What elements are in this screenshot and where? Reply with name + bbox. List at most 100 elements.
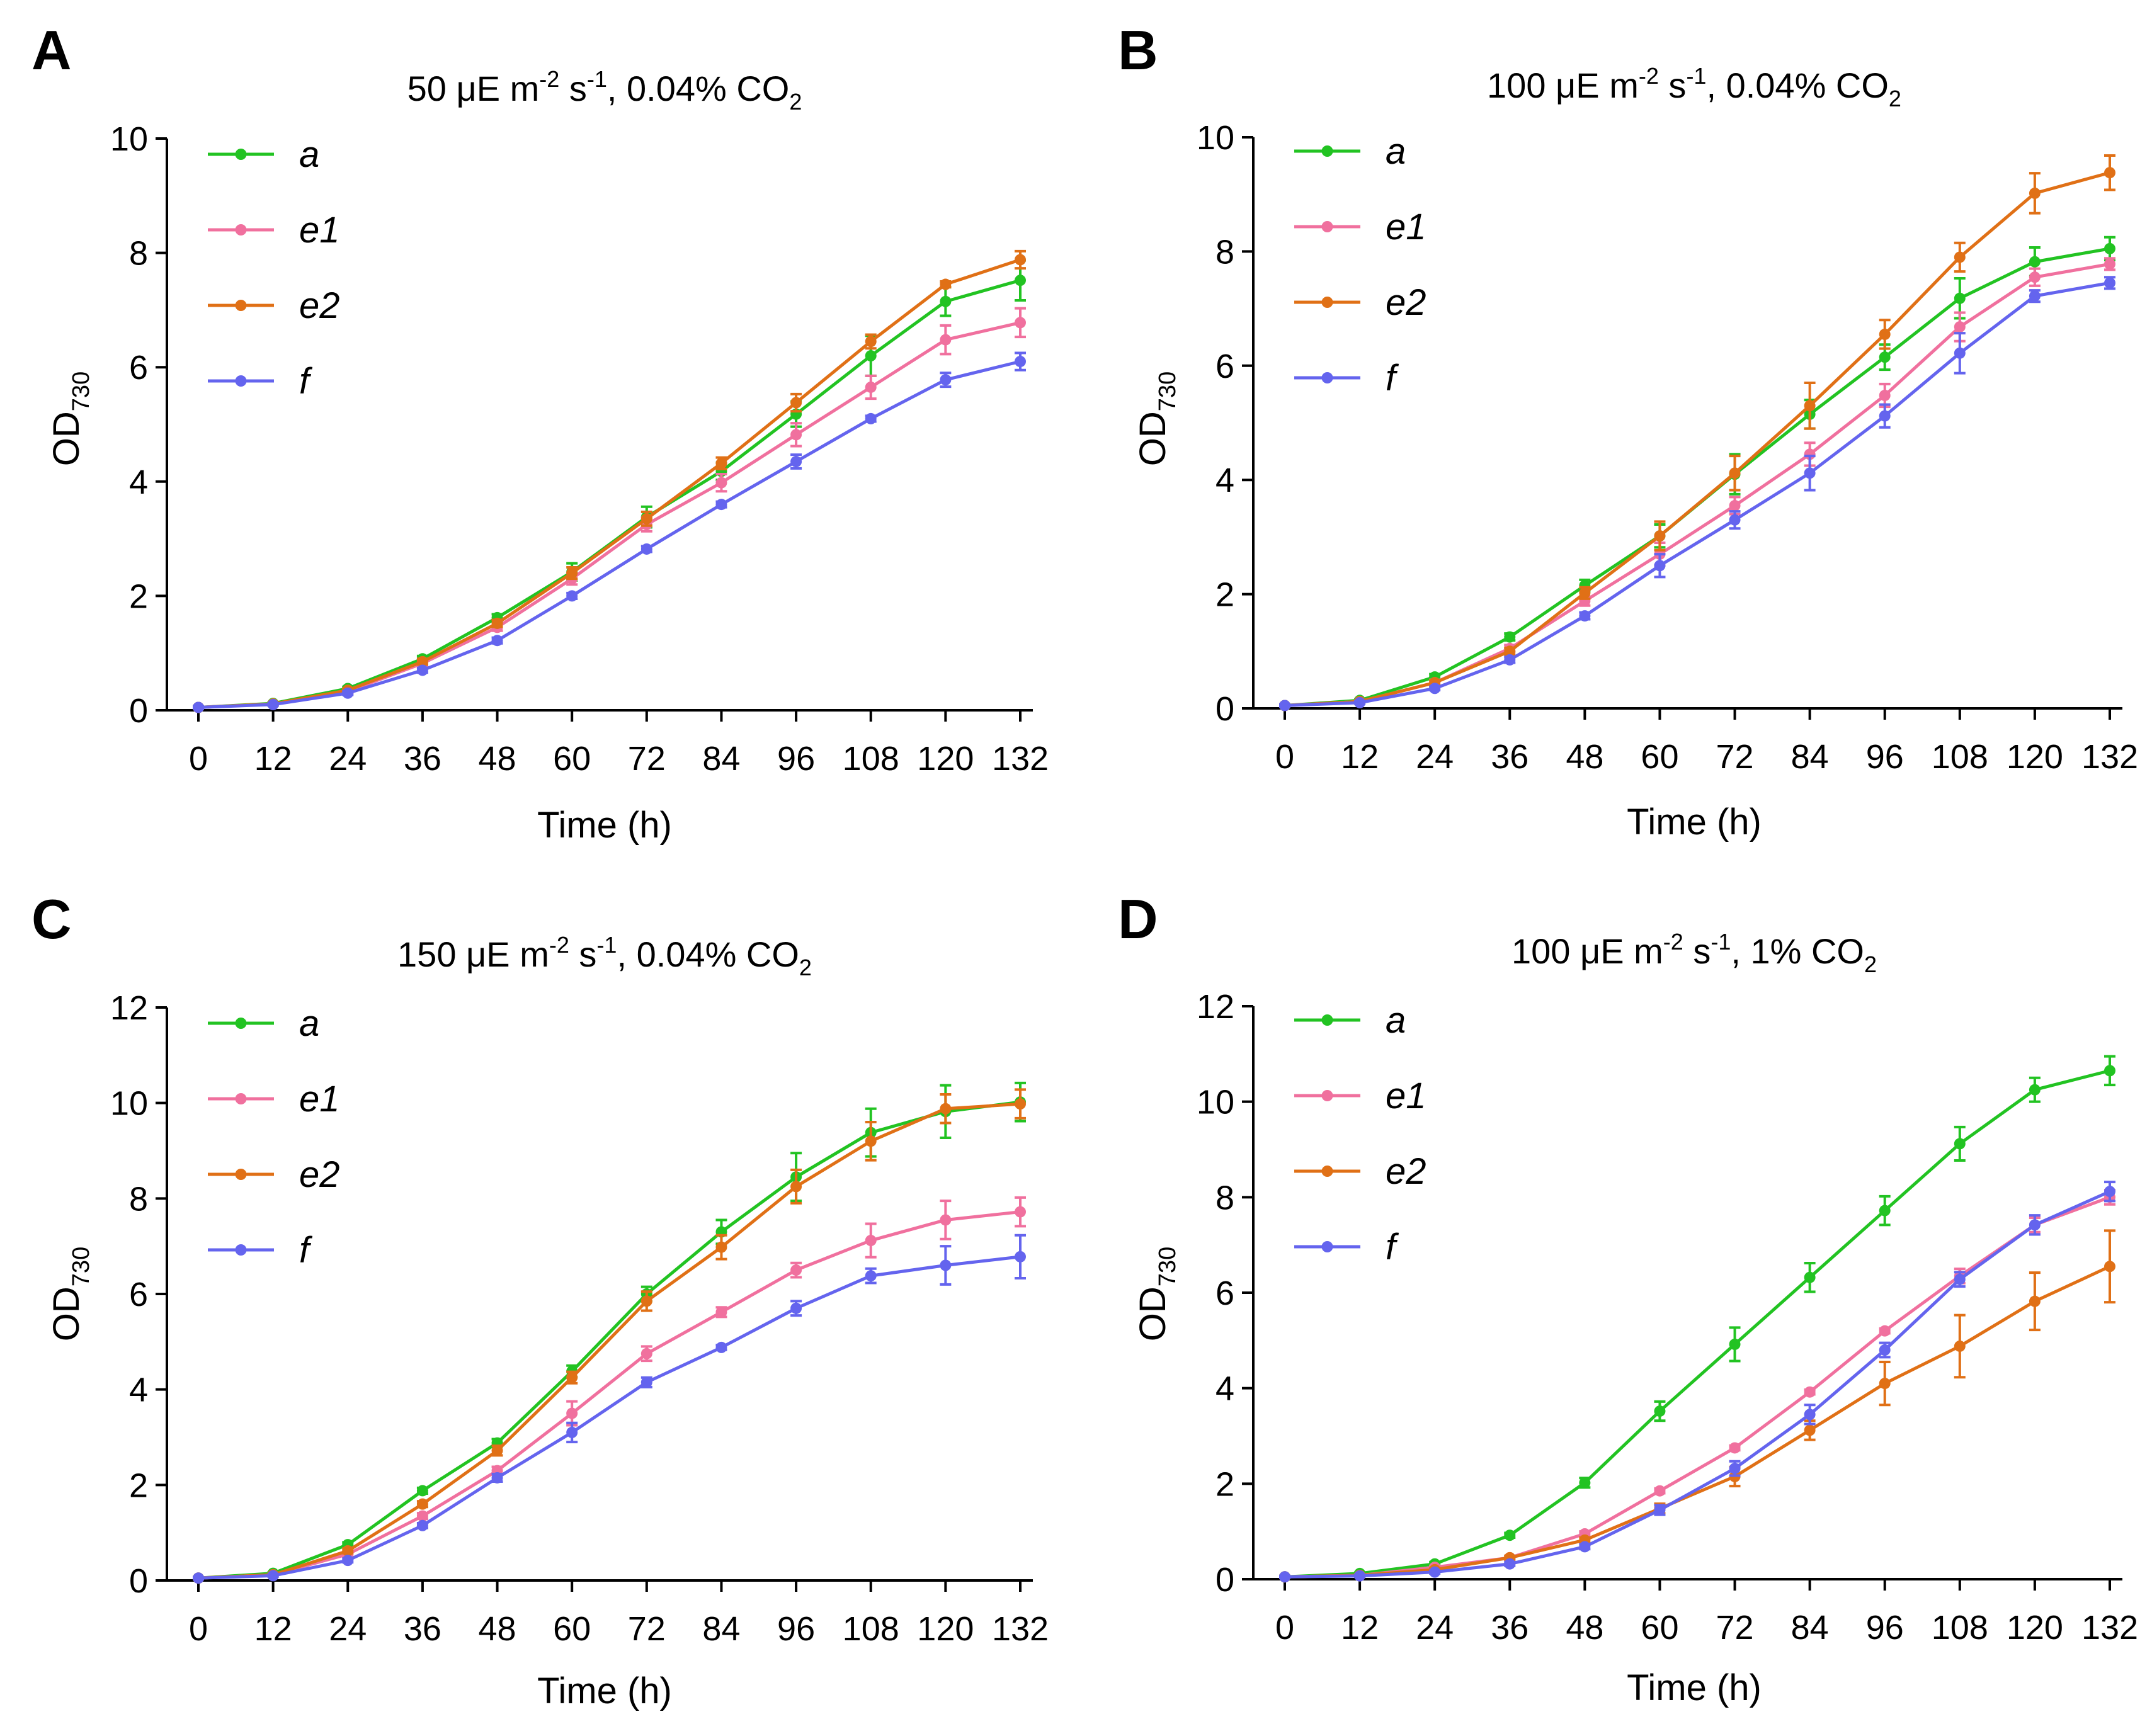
panel-d-x-tick-label: 132 xyxy=(2081,1609,2138,1647)
data-point xyxy=(715,1341,727,1353)
panel-c-x-tick-label: 12 xyxy=(254,1610,292,1648)
data-point xyxy=(640,513,652,525)
data-point xyxy=(1015,275,1026,286)
legend-label-e2: e2 xyxy=(1386,1151,1426,1192)
data-point xyxy=(1579,610,1591,622)
panel-c-series-f xyxy=(193,1234,1026,1584)
data-point xyxy=(1015,1206,1026,1218)
panel-b-y-tick-label: 0 xyxy=(1215,690,1234,728)
data-point xyxy=(2104,1065,2115,1077)
panel-d-y-tick-label: 6 xyxy=(1215,1274,1234,1312)
series-line xyxy=(198,360,1021,709)
data-point xyxy=(566,1407,578,1419)
legend-marker-e1 xyxy=(235,1093,247,1104)
panel-c-y-tick-label: 6 xyxy=(129,1276,148,1313)
data-point xyxy=(2029,1084,2041,1096)
panel-c-x-tick-label: 96 xyxy=(777,1610,815,1648)
panel-a-x-tick-label: 120 xyxy=(917,740,974,778)
panel-c-x-tick-label: 108 xyxy=(843,1610,899,1648)
legend-marker-a xyxy=(235,149,247,160)
data-point xyxy=(940,1259,952,1271)
series-line xyxy=(1284,1189,2111,1579)
data-point xyxy=(865,381,877,393)
panel-b-y-tick-label: 10 xyxy=(1197,119,1234,157)
series-line xyxy=(1284,1265,2111,1579)
panel-c-x-tick-label: 60 xyxy=(553,1610,591,1648)
data-point xyxy=(790,429,802,441)
series-line xyxy=(1284,1069,2110,1579)
data-point xyxy=(1729,1463,1741,1475)
legend-label-f: f xyxy=(299,1230,313,1271)
data-point xyxy=(640,1347,652,1359)
data-point xyxy=(566,1426,578,1438)
data-point xyxy=(416,1510,428,1522)
data-point xyxy=(865,1235,877,1247)
data-point xyxy=(790,456,802,468)
data-point xyxy=(1804,1271,1816,1283)
data-point xyxy=(1429,683,1441,695)
panel-b-y-axis-label: OD730 xyxy=(1132,372,1181,466)
panel-d-y-tick-label: 12 xyxy=(1197,988,1234,1026)
legend-label-a: a xyxy=(1386,131,1406,172)
data-point xyxy=(566,567,578,579)
panel-a-x-tick-label: 48 xyxy=(479,740,516,778)
data-point xyxy=(2104,167,2115,179)
data-point xyxy=(2029,256,2041,268)
panel-b: B 100 μE m-2 s-1, 0.04% CO2 OD730 Time (… xyxy=(1118,19,2138,842)
panel-a-x-tick-label: 96 xyxy=(777,740,815,778)
panel-d-x-tick-label: 48 xyxy=(1566,1609,1603,1647)
data-point xyxy=(1579,1477,1591,1489)
panel-d-series-e1 xyxy=(1279,1188,2115,1583)
data-point xyxy=(1879,1344,1891,1356)
legend-marker-a xyxy=(235,1018,247,1029)
panel-c-x-tick-label: 48 xyxy=(479,1610,516,1648)
data-point xyxy=(193,701,204,713)
data-point xyxy=(491,1444,503,1456)
panel-d-x-tick-label: 60 xyxy=(1641,1609,1678,1647)
panel-a-series-e1 xyxy=(193,307,1026,713)
series-line xyxy=(198,278,1021,709)
panel-c-x-tick-label: 132 xyxy=(992,1610,1049,1648)
data-point xyxy=(566,1371,578,1383)
data-point xyxy=(1654,560,1666,572)
data-point xyxy=(790,1264,802,1276)
panel-c-x-tick-label: 24 xyxy=(329,1610,367,1648)
series-line xyxy=(1284,262,2110,707)
legend-marker-e1 xyxy=(1321,221,1333,232)
data-point xyxy=(2029,271,2041,283)
panel-b-x-tick-label: 72 xyxy=(1716,738,1754,776)
data-point xyxy=(640,543,652,555)
data-point xyxy=(416,664,428,676)
panel-c-x-tick-label: 120 xyxy=(917,1610,974,1648)
legend-marker-e2 xyxy=(1321,1166,1333,1177)
data-point xyxy=(1879,1378,1891,1390)
data-point xyxy=(715,477,727,489)
data-point xyxy=(940,374,952,386)
data-point xyxy=(1354,1570,1366,1582)
data-point xyxy=(2104,242,2115,254)
data-point xyxy=(790,397,802,409)
panel-b-x-tick-label: 24 xyxy=(1416,738,1454,776)
series-line xyxy=(1284,1195,2110,1579)
legend-marker-e1 xyxy=(235,224,247,235)
series-line xyxy=(198,1210,1021,1580)
panel-label-a: A xyxy=(31,19,72,81)
legend-marker-f xyxy=(235,1244,247,1256)
data-point xyxy=(1015,254,1026,266)
panel-b-x-axis-label: Time (h) xyxy=(1627,802,1762,842)
data-point xyxy=(1879,351,1891,363)
legend-label-a: a xyxy=(299,134,319,175)
panel-d-x-tick-label: 12 xyxy=(1341,1609,1379,1647)
legend-label-e2: e2 xyxy=(299,1154,340,1195)
data-point xyxy=(1954,321,1966,333)
data-point xyxy=(416,1485,428,1497)
data-point xyxy=(1879,389,1891,401)
data-point xyxy=(193,1572,204,1584)
legend-label-e2: e2 xyxy=(299,285,340,326)
data-point xyxy=(790,1181,802,1193)
panel-a: A 50 μE m-2 s-1, 0.04% CO2 OD730 Time (h… xyxy=(31,19,1049,846)
series-line xyxy=(1284,171,2110,707)
panel-a-x-tick-label: 0 xyxy=(189,740,208,778)
